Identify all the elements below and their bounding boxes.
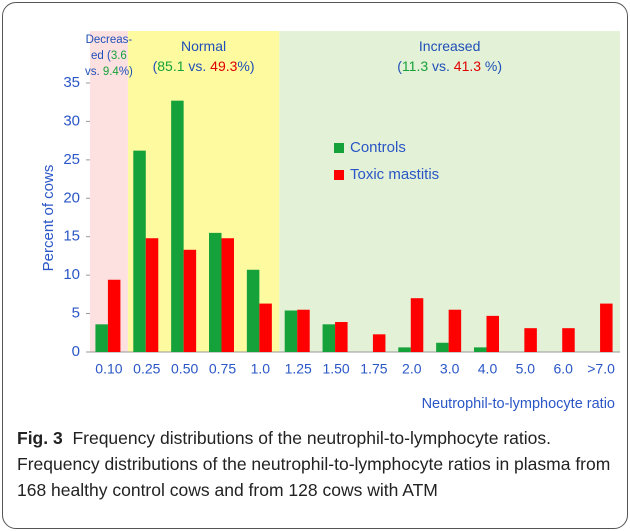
bar <box>322 324 336 352</box>
x-tick-label: 0.50 <box>171 361 198 377</box>
bar <box>246 269 260 352</box>
caption-label: Fig. 3 <box>17 428 63 448</box>
x-tick-label: 6.0 <box>553 361 573 377</box>
region-label-part: 9.4 <box>103 66 120 78</box>
bar <box>410 298 424 352</box>
region-label: ed (3.6 <box>91 50 127 62</box>
bar <box>297 309 310 352</box>
legend-label: Controls <box>350 139 406 156</box>
region-label-part: %) <box>481 58 502 74</box>
region-label: (11.3 vs. 41.3 %) <box>397 58 502 74</box>
region-label-part: 85.1 <box>157 58 184 74</box>
bar <box>600 303 613 352</box>
region-label-part: 41.3 <box>454 58 481 74</box>
y-tick-label: 20 <box>63 189 80 206</box>
x-tick-label: 0.10 <box>95 361 122 377</box>
y-tick-label: 35 <box>63 74 80 91</box>
bar <box>398 347 411 352</box>
region-label-part: vs. <box>428 58 454 74</box>
x-tick-label: 0.25 <box>133 361 160 377</box>
region-label-part: %) <box>237 58 254 74</box>
bar <box>171 100 184 352</box>
bar <box>107 279 121 352</box>
region-label-part: Increased <box>419 38 480 54</box>
y-tick-label: 10 <box>63 266 80 283</box>
legend-swatch <box>334 143 344 153</box>
x-tick-label: 1.75 <box>360 361 387 377</box>
bar <box>259 303 272 352</box>
bar <box>133 150 146 352</box>
y-axis-label: Percent of cows <box>40 165 57 272</box>
bar <box>436 342 449 352</box>
region-label-part: vs. <box>85 66 103 78</box>
x-axis-label: Neutrophil-to-lymphocyte ratio <box>422 396 615 412</box>
region-label-part: 3.6 <box>111 50 127 62</box>
x-tick-label: 2.0 <box>402 361 422 377</box>
x-tick-label: 1.25 <box>285 361 312 377</box>
region-label-part: 49.3 <box>210 58 237 74</box>
x-tick-label: 5.0 <box>516 361 536 377</box>
region-label: Normal <box>181 38 226 54</box>
bar <box>372 334 386 352</box>
legend-swatch <box>334 170 344 180</box>
region-label: Decreas- <box>86 34 133 46</box>
bar <box>209 232 222 352</box>
region-label: Increased <box>419 38 480 54</box>
region-label: vs. 9.4%) <box>85 66 133 78</box>
legend-label: Toxic mastitis <box>350 166 439 183</box>
region-label-part: ( <box>153 58 158 74</box>
y-tick-label: 30 <box>63 112 80 129</box>
region-label-part: Decreas- <box>86 34 133 46</box>
chart: Percent of cows Neutrophil-to-lymphocyte… <box>40 31 620 412</box>
x-tick-label: 0.75 <box>209 361 236 377</box>
caption-text: Frequency distributions of the neutrophi… <box>17 428 611 500</box>
x-tick-label: 3.0 <box>440 361 460 377</box>
bar <box>448 309 462 352</box>
x-tick-label: 1.0 <box>251 361 271 377</box>
region-label-part: 11.3 <box>402 58 428 74</box>
region-label-part: ed ( <box>91 50 111 62</box>
region-label-part: Normal <box>181 38 226 54</box>
bar <box>95 324 108 352</box>
bar <box>524 328 537 352</box>
region-label-part: %) <box>119 66 133 78</box>
region-label-part: vs. <box>185 58 211 74</box>
region-label-part: ( <box>397 58 402 74</box>
bar <box>562 328 575 352</box>
caption: Fig. 3 Frequency distributions of the ne… <box>17 425 615 503</box>
region-background <box>279 31 620 352</box>
y-tick-label: 25 <box>63 151 80 168</box>
bar <box>221 238 234 352</box>
x-tick-label: 4.0 <box>478 361 498 377</box>
bar <box>183 249 197 352</box>
bar <box>145 238 159 352</box>
bar <box>474 347 487 352</box>
bar <box>486 315 499 352</box>
x-tick-label: >7.0 <box>587 361 615 377</box>
bar <box>284 310 298 352</box>
y-tick-label: 5 <box>72 305 80 322</box>
y-tick-label: 0 <box>72 343 80 360</box>
region-label: (85.1 vs. 49.3%) <box>153 58 255 74</box>
bar <box>335 322 348 352</box>
y-tick-label: 15 <box>63 228 80 245</box>
x-tick-label: 1.50 <box>322 361 349 377</box>
